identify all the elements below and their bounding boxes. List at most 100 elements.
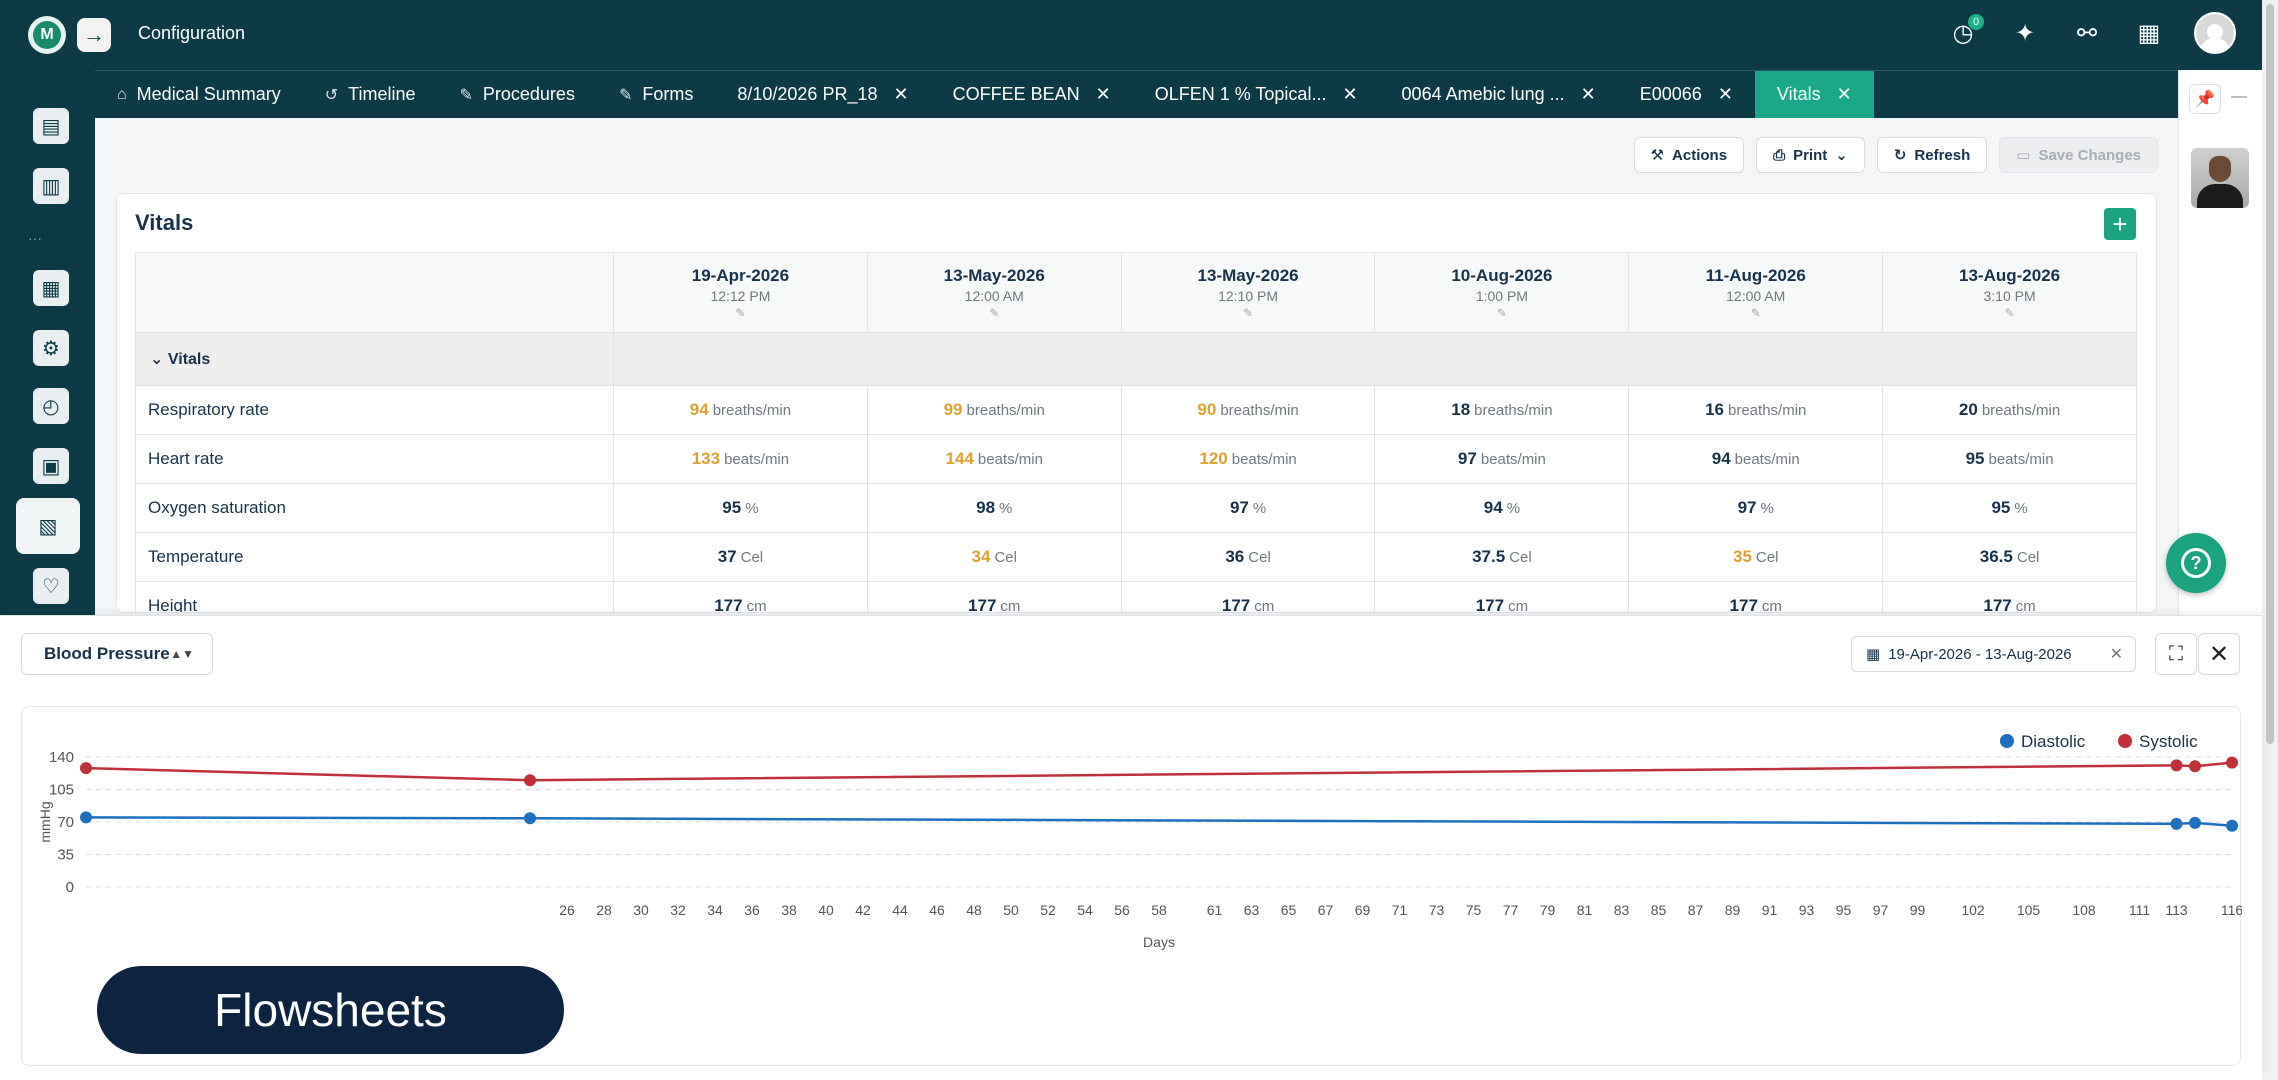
- tab-1[interactable]: ↺ Timeline: [303, 71, 438, 118]
- sidebar-item-workflow[interactable]: ⚙: [33, 330, 69, 366]
- close-icon[interactable]: ✕: [1836, 84, 1852, 104]
- edit-icon[interactable]: ✎: [989, 305, 1000, 320]
- vital-cell[interactable]: 99 breaths/min: [866, 385, 1122, 435]
- tab-4[interactable]: 8/10/2026 PR_18 ✕: [715, 71, 930, 118]
- user-avatar[interactable]: [2194, 12, 2236, 54]
- vital-cell[interactable]: 177 cm: [613, 581, 868, 612]
- sidebar-more-dots[interactable]: ···: [28, 230, 42, 246]
- clear-date-icon[interactable]: ✕: [2109, 646, 2123, 663]
- column-header: 19-Apr-2026 12:12 PM ✎: [613, 252, 868, 333]
- refresh-button[interactable]: ↻ Refresh: [1876, 137, 1988, 173]
- right-panel: 📌 —: [2178, 70, 2262, 615]
- edit-icon[interactable]: ✎: [1243, 305, 1254, 320]
- vital-cell[interactable]: 35 Cel: [1628, 532, 1884, 582]
- link-button[interactable]: ⚯: [2070, 16, 2104, 50]
- sidebar-item-flowsheets[interactable]: ▧: [16, 498, 80, 554]
- vital-value: 90: [1197, 400, 1217, 419]
- vital-value: 94: [1711, 449, 1731, 468]
- vital-cell[interactable]: 34 Cel: [866, 532, 1122, 582]
- sidebar-item-clipboard[interactable]: ▣: [33, 448, 69, 484]
- chart-container: 0 35 70 105 140 26 28 30 32 34 36 38 40 42 44 46 48 50 52 5…: [21, 706, 2242, 1066]
- print-button[interactable]: ⎙ Print ⌄: [1756, 137, 1865, 173]
- tab-8[interactable]: E00066 ✕: [1618, 71, 1755, 118]
- sidebar-item-care[interactable]: ♡: [33, 568, 69, 604]
- metric-selector[interactable]: Blood Pressure ▲▼: [21, 633, 213, 675]
- section-row-vitals[interactable]: ⌄ Vitals: [135, 332, 2137, 386]
- x-tick-label: 102: [1961, 902, 1985, 918]
- app-logo[interactable]: M: [28, 16, 66, 54]
- pin-button[interactable]: 📌: [2189, 84, 2221, 114]
- vital-cell[interactable]: 177 cm: [1374, 581, 1630, 612]
- x-tick-label: 73: [1429, 902, 1445, 918]
- vital-cell[interactable]: 97%: [1120, 483, 1376, 533]
- vital-cell[interactable]: 177 cm: [1120, 581, 1376, 612]
- save-changes-button[interactable]: ▭ Save Changes: [1999, 137, 2158, 173]
- vital-cell[interactable]: 95%: [1882, 483, 2137, 533]
- edit-icon[interactable]: ✎: [1496, 305, 1507, 320]
- tab-7[interactable]: 0064 Amebic lung ... ✕: [1380, 71, 1618, 118]
- close-icon[interactable]: ✕: [1095, 84, 1111, 104]
- tab-2[interactable]: ✎ Procedures: [437, 71, 596, 118]
- close-icon[interactable]: ✕: [1717, 84, 1733, 104]
- vital-cell[interactable]: 36.5 Cel: [1882, 532, 2137, 582]
- tab-6[interactable]: OLFEN 1 % Topical... ✕: [1133, 71, 1380, 118]
- x-tick-label: 111: [2129, 902, 2150, 918]
- page-scrollbar[interactable]: [2262, 0, 2278, 1080]
- vital-cell[interactable]: 94%: [1374, 483, 1630, 533]
- section-header[interactable]: ⌄ Vitals: [135, 332, 614, 386]
- history-button[interactable]: ◷ 0: [1946, 14, 1984, 50]
- vital-cell[interactable]: 16 breaths/min: [1628, 385, 1884, 435]
- vital-cell[interactable]: 90 breaths/min: [1120, 385, 1376, 435]
- vital-cell[interactable]: 37.5 Cel: [1374, 532, 1630, 582]
- vital-unit: cm: [1761, 598, 1782, 613]
- tab-5[interactable]: COFFEE BEAN ✕: [931, 71, 1133, 118]
- vital-cell[interactable]: 18 breaths/min: [1374, 385, 1630, 435]
- vital-cell[interactable]: 177 cm: [1882, 581, 2137, 612]
- vital-unit: breaths/min: [1220, 402, 1299, 419]
- vital-cell[interactable]: 120 beats/min: [1120, 434, 1376, 484]
- actions-button[interactable]: ⚒ Actions: [1633, 137, 1745, 173]
- vital-cell[interactable]: 37 Cel: [613, 532, 868, 582]
- section-label: Vitals: [167, 351, 211, 368]
- tab-3[interactable]: ✎ Forms: [597, 71, 715, 118]
- vital-cell[interactable]: 97 beats/min: [1374, 434, 1630, 484]
- sidebar-item-calendar[interactable]: ▦: [33, 270, 69, 306]
- tab-0[interactable]: ⌂ Medical Summary: [95, 71, 303, 118]
- help-button[interactable]: ?: [2166, 533, 2226, 593]
- vital-cell[interactable]: 95 beats/min: [1882, 434, 2137, 484]
- more-options[interactable]: —: [2231, 88, 2247, 105]
- edit-icon[interactable]: ✎: [2004, 305, 2015, 320]
- sidebar-item-schedule[interactable]: ◴: [33, 388, 69, 424]
- close-icon[interactable]: ✕: [1580, 84, 1596, 104]
- edit-icon[interactable]: ✎: [735, 305, 746, 320]
- vital-cell[interactable]: 177 cm: [866, 581, 1122, 612]
- vital-cell[interactable]: 20 breaths/min: [1882, 385, 2137, 435]
- schedule-icon: ◴: [42, 395, 60, 418]
- flowsheets-overlay[interactable]: Flowsheets: [97, 966, 564, 1054]
- close-icon[interactable]: ✕: [1342, 84, 1358, 104]
- vital-cell[interactable]: 36 Cel: [1120, 532, 1376, 582]
- date-range-picker[interactable]: ▦ 19-Apr-2026 - 13-Aug-2026 ✕: [1851, 636, 2136, 672]
- vital-cell[interactable]: 94 breaths/min: [613, 385, 868, 435]
- vital-cell[interactable]: 177 cm: [1628, 581, 1884, 613]
- magic-wand-button[interactable]: ✦: [2008, 16, 2042, 50]
- close-icon[interactable]: ✕: [893, 84, 909, 104]
- scrollbar-thumb[interactable]: [2266, 4, 2274, 744]
- expand-sidebar-button[interactable]: →: [77, 18, 111, 52]
- vital-cell[interactable]: 94 beats/min: [1628, 434, 1884, 484]
- fullscreen-button[interactable]: ⛶: [2155, 633, 2197, 675]
- row-label: Height: [135, 581, 614, 612]
- add-vitals-button[interactable]: +: [2104, 208, 2136, 240]
- apps-grid-button[interactable]: ▦: [2132, 16, 2166, 50]
- vital-cell[interactable]: 133 beats/min: [613, 434, 868, 484]
- edit-icon[interactable]: ✎: [1750, 305, 1761, 320]
- sidebar-item-reports[interactable]: ▥: [33, 168, 69, 204]
- vital-cell[interactable]: 98%: [866, 483, 1122, 533]
- tab-9[interactable]: Vitals ✕: [1754, 71, 1874, 118]
- close-chart-button[interactable]: ✕: [2198, 633, 2240, 675]
- vital-cell[interactable]: 97%: [1628, 483, 1884, 533]
- patient-photo[interactable]: [2191, 148, 2249, 208]
- vital-cell[interactable]: 95%: [613, 483, 868, 533]
- sidebar-item-documents[interactable]: ▤: [33, 108, 69, 144]
- vital-cell[interactable]: 144 beats/min: [866, 434, 1122, 484]
